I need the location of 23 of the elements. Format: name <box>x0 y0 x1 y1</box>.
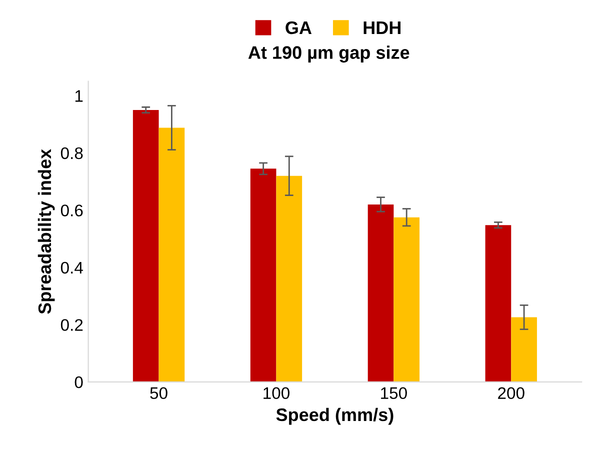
y-tick-label: 0.6 <box>60 204 83 216</box>
y-tick-label: 0.2 <box>60 319 83 331</box>
y-tick-label: 0.8 <box>60 147 83 160</box>
bar <box>394 217 420 382</box>
bar <box>132 110 159 382</box>
y-axis-title: Spreadability index <box>38 148 55 314</box>
chart-title: At 190 µm gap size <box>248 46 410 63</box>
x-tick-label: 50 <box>150 387 168 400</box>
y-tick-label: 1 <box>75 90 83 102</box>
bar <box>276 176 302 382</box>
x-axis-title: Speed (mm/s) <box>276 408 394 425</box>
bar <box>368 204 394 382</box>
legend-label: HDH <box>364 22 400 34</box>
bar <box>250 168 276 382</box>
bar <box>485 225 512 382</box>
x-tick-label: 200 <box>498 387 524 400</box>
x-tick-label: 150 <box>381 387 407 400</box>
y-tick-label: 0 <box>74 376 83 388</box>
legend-label: GA <box>286 21 312 34</box>
x-tick-label: 100 <box>264 387 290 400</box>
bar <box>511 317 537 382</box>
bar <box>158 128 185 382</box>
y-tick-label: 0.4 <box>60 262 83 274</box>
